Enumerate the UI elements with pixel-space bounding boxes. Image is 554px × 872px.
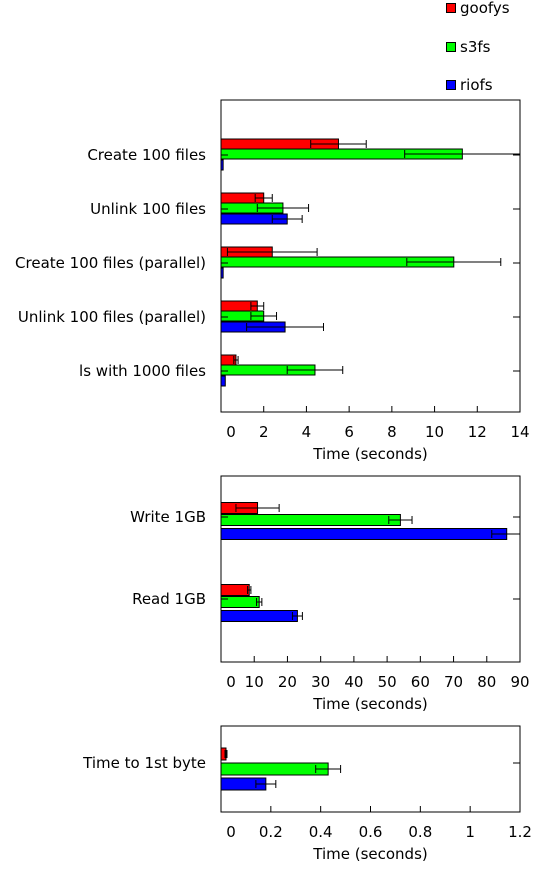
category-label: Time to 1st byte (82, 754, 206, 772)
x-tick-label: 0 (226, 823, 236, 841)
x-tick-label: 40 (344, 673, 363, 691)
x-tick-label: 0 (226, 673, 236, 691)
x-tick-label: 60 (411, 673, 430, 691)
bar-riofs (220, 610, 298, 622)
x-tick-label: 70 (444, 673, 463, 691)
category-label: Unlink 100 files (parallel) (18, 308, 206, 326)
x-tick-label: 0.6 (359, 823, 383, 841)
x-axis-label: Time (seconds) (312, 695, 428, 713)
bar-riofs (220, 528, 508, 540)
bar-s3fs (220, 596, 260, 608)
plot-frame (220, 99, 521, 413)
ops-panel: Create 100 files Unlink 100 files Create 1… (15, 99, 530, 463)
x-tick-label: 4 (302, 423, 312, 441)
category-label: Read 1GB (132, 590, 206, 608)
x-tick-label: 6 (344, 423, 354, 441)
plot-frame (220, 475, 521, 663)
x-tick-label: 50 (378, 673, 397, 691)
category-label: Write 1GB (130, 508, 206, 526)
x-tick-label: 0.4 (309, 823, 333, 841)
legend-entry-riofs: riofs (446, 76, 493, 94)
x-axis-label: Time (seconds) (312, 845, 428, 863)
x-tick-label: 30 (311, 673, 330, 691)
category-label: Unlink 100 files (90, 200, 206, 218)
category-label: Create 100 files (parallel) (15, 254, 206, 272)
x-tick-label: 0.2 (259, 823, 283, 841)
x-tick-label: 20 (278, 673, 297, 691)
category-label: Create 100 files (87, 146, 206, 164)
x-tick-label: 14 (510, 423, 529, 441)
legend-swatch (446, 42, 456, 52)
x-tick-label: 12 (468, 423, 487, 441)
x-tick-label: 10 (425, 423, 444, 441)
x-tick-label: 8 (387, 423, 397, 441)
throughput-panel: Write 1GB Read 1GB 0 10 20 30 40 50 60 70 80 90 Time… (130, 475, 530, 713)
legend-entry-goofys: goofys (446, 0, 510, 17)
x-tick-label: 0.8 (408, 823, 432, 841)
x-axis-label: Time (seconds) (312, 445, 428, 463)
x-tick-label: 1.2 (508, 823, 532, 841)
bar-goofys (220, 584, 250, 596)
legend-label: goofys (460, 0, 510, 17)
bar-riofs (220, 375, 226, 387)
category-label: ls with 1000 files (79, 362, 206, 380)
bar-s3fs (220, 762, 329, 776)
latency-panel: Time to 1st byte 0 0.2 0.4 0.6 0.8 1 1.2 Time (s… (82, 725, 532, 863)
x-tick-label: 90 (510, 673, 529, 691)
legend-label: s3fs (460, 38, 491, 56)
legend-label: riofs (460, 76, 493, 94)
legend-swatch (446, 3, 456, 13)
x-tick-label: 0 (226, 423, 236, 441)
x-tick-label: 10 (245, 673, 264, 691)
x-tick-label: 1 (465, 823, 475, 841)
x-tick-label: 2 (259, 423, 269, 441)
bar-s3fs (220, 514, 401, 526)
x-tick-label: 80 (477, 673, 496, 691)
legend-entry-s3fs: s3fs (446, 38, 491, 56)
legend-swatch (446, 80, 456, 90)
